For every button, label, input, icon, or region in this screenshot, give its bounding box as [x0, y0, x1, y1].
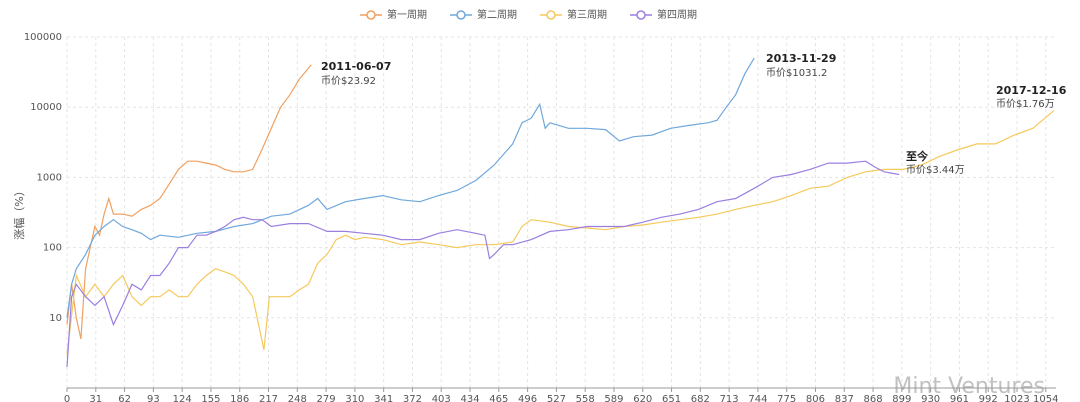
- y-tick-label: 10: [49, 313, 62, 324]
- annotation-price: 币价$1031.2: [766, 67, 827, 79]
- annotation-date: 2011-06-07: [321, 60, 391, 73]
- legend-marker: [546, 10, 556, 20]
- x-tick-label: 124: [173, 394, 192, 402]
- x-tick-label: 248: [288, 394, 307, 402]
- x-tick-label: 372: [403, 394, 422, 402]
- x-tick-label: 217: [259, 394, 278, 402]
- x-tick-label: 1023: [1004, 394, 1029, 402]
- x-tick-label: 527: [547, 394, 566, 402]
- x-tick-label: 186: [230, 394, 249, 402]
- legend-item[interactable]: 第四周期: [630, 8, 697, 21]
- x-tick-label: 403: [432, 394, 451, 402]
- legend-item[interactable]: 第三周期: [540, 8, 607, 21]
- series-line: [66, 109, 1055, 355]
- x-tick-label: 682: [691, 394, 710, 402]
- annotation-date: 2013-11-29: [766, 52, 836, 65]
- series-line: [66, 57, 755, 318]
- x-tick-label: 713: [720, 394, 739, 402]
- series-line: [66, 160, 900, 367]
- x-tick-label: 744: [748, 394, 767, 402]
- y-tick-label: 100000: [24, 32, 62, 43]
- x-tick-label: 155: [201, 394, 220, 402]
- legend-marker: [366, 10, 376, 20]
- x-tick-label: 31: [89, 394, 102, 402]
- y-tick-label: 1000: [37, 172, 62, 183]
- x-tick-label: 992: [979, 394, 998, 402]
- watermark: Mint Ventures: [893, 374, 1045, 399]
- x-tick-label: 806: [806, 394, 825, 402]
- x-tick-label: 62: [118, 394, 131, 402]
- annotation-price: 币价$1.76万: [996, 98, 1055, 110]
- x-tick-label: 279: [317, 394, 336, 402]
- x-tick-label: 465: [489, 394, 508, 402]
- x-tick-label: 620: [633, 394, 652, 402]
- legend-label: 第四周期: [657, 8, 697, 21]
- x-tick-label: 496: [518, 394, 537, 402]
- legend-label: 第二周期: [477, 8, 517, 21]
- y-tick-label: 10000: [30, 102, 62, 113]
- x-tick-label: 868: [864, 394, 883, 402]
- x-tick-label: 837: [835, 394, 854, 402]
- legend-marker: [636, 10, 646, 20]
- legend-marker: [456, 10, 466, 20]
- x-tick-label: 310: [345, 394, 364, 402]
- x-tick-label: 93: [147, 394, 160, 402]
- x-tick-label: 899: [892, 394, 911, 402]
- legend-item[interactable]: 第二周期: [450, 8, 517, 21]
- annotation-price: 币价$3.44万: [906, 164, 965, 176]
- x-tick-label: 930: [921, 394, 940, 402]
- legend-item[interactable]: 第一周期: [360, 8, 427, 21]
- x-tick-label: 775: [777, 394, 796, 402]
- annotation-date: 至今: [906, 149, 929, 163]
- x-tick-label: 589: [604, 394, 623, 402]
- x-tick-label: 1054: [1033, 394, 1058, 402]
- legend-label: 第一周期: [387, 8, 427, 21]
- legend-label: 第三周期: [567, 8, 607, 21]
- x-tick-label: 651: [662, 394, 681, 402]
- y-axis-label: 涨幅（%）: [13, 185, 26, 239]
- x-tick-label: 341: [374, 394, 393, 402]
- y-tick-label: 100: [43, 243, 62, 254]
- x-tick-label: 434: [460, 394, 479, 402]
- annotation-date: 2017-12-16: [996, 84, 1067, 97]
- annotation-price: 币价$23.92: [321, 75, 376, 87]
- x-tick-label: 558: [576, 394, 595, 402]
- x-tick-label: 0: [64, 394, 70, 402]
- x-tick-label: 961: [950, 394, 969, 402]
